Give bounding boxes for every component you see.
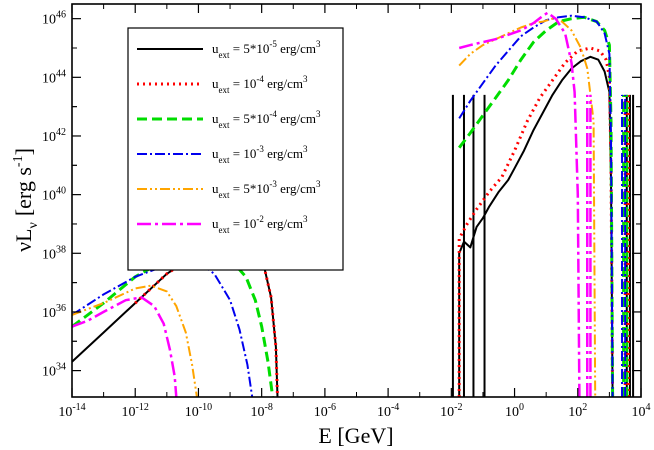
x-tick-label: 10-6: [314, 402, 336, 420]
x-axis-label: E [GeV]: [318, 423, 393, 448]
series-5-low-energy-line: [72, 296, 178, 397]
legend-label-5: uext = 10-2 erg/cm3: [212, 214, 308, 235]
series-3-low-energy-line: [72, 258, 254, 397]
legend-label-1: uext = 10-4 erg/cm3: [212, 74, 308, 95]
x-axis-title: E [GeV]: [318, 423, 393, 448]
y-axis-label: νLν [erg s-1]: [11, 148, 41, 252]
series-1-low-energy-line: [134, 234, 279, 397]
x-tick-label: 100: [505, 402, 524, 420]
x-tick-label: 10-12: [122, 402, 149, 420]
x-tick-label: 10-8: [250, 402, 272, 420]
y-label-close: ]: [11, 148, 36, 155]
legend-label-0: uext = 5*10-5 erg/cm3: [212, 39, 321, 60]
y-tick-label: 1036: [42, 303, 66, 321]
x-tick-label: 10-14: [58, 402, 85, 420]
y-label-base: νL: [11, 229, 36, 252]
series-4-high-energy-line: [458, 17, 597, 397]
x-tick-label: 104: [632, 402, 651, 420]
y-tick-label: 1034: [42, 362, 66, 380]
axis-ticks: [71, 4, 642, 397]
legend-label-4: uext = 5*10-3 erg/cm3: [212, 179, 321, 200]
series-5-high-energy-line: [458, 11, 581, 397]
y-tick-label: 1046: [42, 10, 66, 28]
y-tick-label: 1042: [42, 127, 66, 145]
axis-tick-labels: 10-14 10-12 10-10 10-8 10-6 10-4 10-2 100 102 104…: [42, 10, 651, 420]
legend: uext = 5*10-5 erg/cm3 uext = 10-4 erg/cm3…: [127, 27, 344, 271]
y-label-sup: -1: [11, 155, 26, 167]
y-axis-title: νLν [erg s-1]: [11, 148, 41, 252]
series-0-high-energy-line: [458, 55, 614, 397]
y-tick-label: 1044: [42, 68, 66, 86]
y-label-units: [erg s: [11, 167, 36, 216]
series-2-low-energy-line: [72, 248, 275, 397]
legend-box: [127, 27, 344, 271]
y-tick-label: 1038: [42, 244, 66, 262]
x-tick-label: 10-4: [377, 402, 399, 420]
y-label-sub: ν: [26, 222, 41, 228]
y-tick-label: 1040: [42, 186, 66, 204]
legend-label-2: uext = 5*10-4 erg/cm3: [212, 109, 321, 130]
series-4-low-energy-line: [72, 284, 198, 397]
x-tick-label: 102: [568, 402, 587, 420]
x-tick-label: 10-10: [185, 402, 212, 420]
legend-label-3: uext = 10-3 erg/cm3: [212, 144, 308, 165]
series-2-high-energy-line: [458, 15, 615, 397]
x-tick-label: 10-2: [440, 402, 462, 420]
